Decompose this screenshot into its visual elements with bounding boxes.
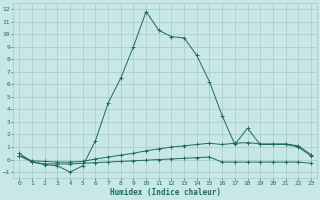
X-axis label: Humidex (Indice chaleur): Humidex (Indice chaleur) (110, 188, 220, 197)
